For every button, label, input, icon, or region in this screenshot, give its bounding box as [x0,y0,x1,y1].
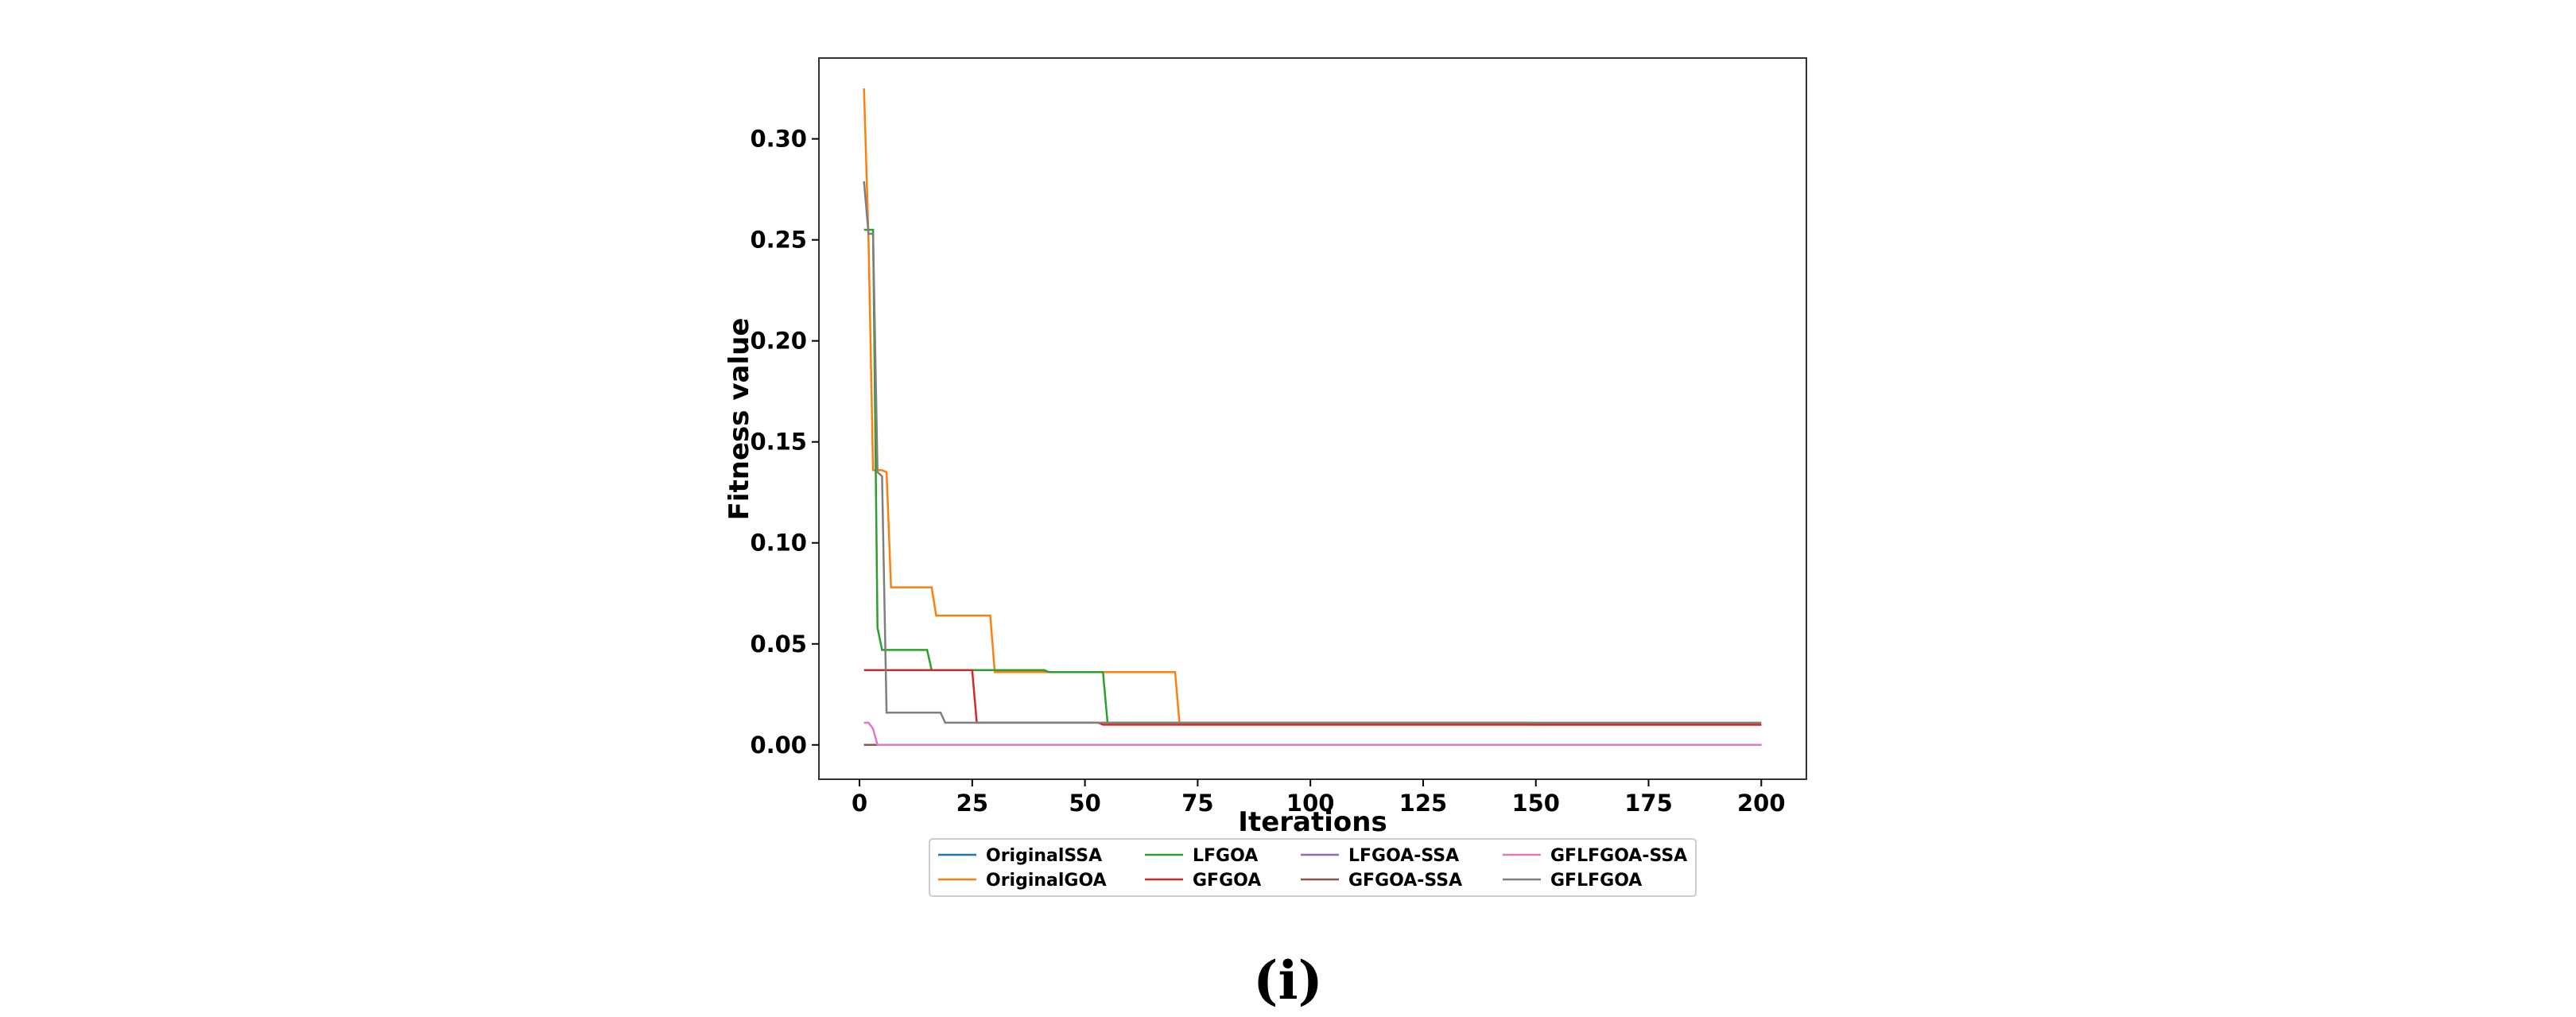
legend-label: GFLFGOA [1550,871,1642,891]
legend-label: GFGOA [1193,871,1261,891]
x-tick-label: 150 [1511,790,1560,817]
series-line-gflfgoa [863,180,1762,724]
series-line-gfgoa [863,669,1762,726]
x-tick-label: 125 [1399,790,1448,817]
legend-label: LFGOA [1193,846,1258,866]
y-tick-label: 0.25 [750,227,807,254]
x-axis-label: Iterations [1238,806,1387,838]
x-tick-label: 100 [1286,790,1335,817]
y-tick-label: 0.05 [750,631,807,658]
y-tick-label: 0.20 [750,328,807,355]
legend-label: GFLFGOA-SSA [1550,846,1687,866]
series-line-lfgoa [863,228,1762,726]
series-line-originalgoa [863,88,1762,726]
series-line-gflfgoa-ssa [863,721,1762,747]
plot-lines [863,88,1762,747]
x-tick-label: 175 [1624,790,1673,817]
legend-label: LFGOA-SSA [1348,846,1459,866]
legend-label: OriginalSSA [986,846,1102,866]
x-tick-label: 25 [956,790,988,817]
y-tick-label: 0.30 [750,126,807,153]
legend-label: GFGOA-SSA [1348,871,1462,891]
y-tick-label: 0.00 [750,732,807,759]
y-axis-label: Fitness value [724,318,755,521]
legend-box [929,838,1697,897]
x-axis: 0 25 50 75 100 125 150 175 200 [852,779,1786,817]
legend: OriginalSSA OriginalGOA LFGOA GFGOA LFGOA-SS… [929,838,1697,897]
plot-frame [818,57,1807,780]
x-tick-label: 50 [1069,790,1100,817]
figure-caption: (i) [1253,949,1323,1011]
y-tick-label: 0.15 [750,429,807,456]
x-tick-label: 200 [1737,790,1786,817]
x-tick-label: 0 [852,790,867,817]
y-axis: 0.00 0.05 0.10 0.15 0.20 0.25 0.30 [750,126,819,759]
y-tick-label: 0.10 [750,530,807,557]
legend-label: OriginalGOA [986,871,1107,891]
x-tick-label: 75 [1181,790,1213,817]
